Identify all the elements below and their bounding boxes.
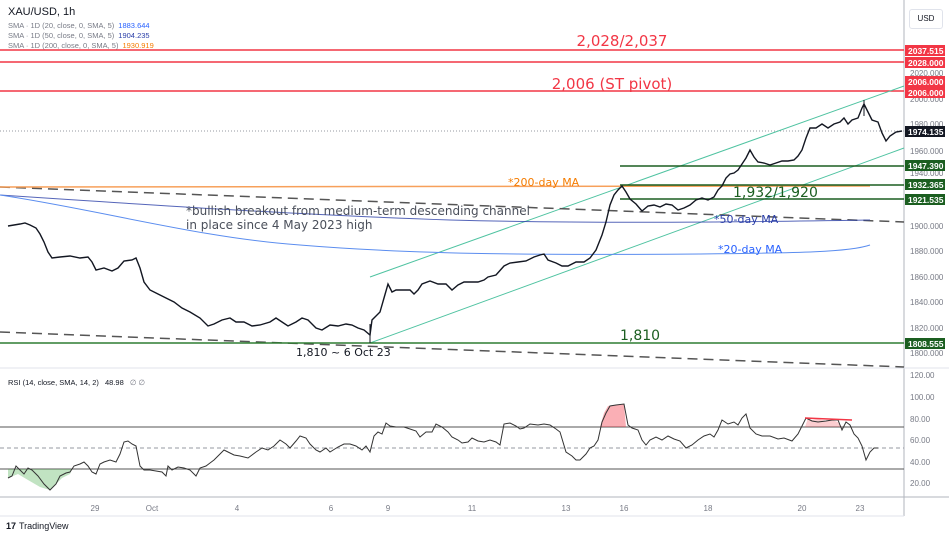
svg-text:1974.135: 1974.135 — [908, 127, 944, 137]
svg-text:11: 11 — [468, 504, 477, 513]
sma20-label: SMA · 1D (20, close, 0, SMA, 5) — [8, 21, 115, 30]
low-annotation: 1,810 ~ 6 Oct 23 — [296, 346, 391, 359]
rsi-legend[interactable]: RSI (14, close, SMA, 14, 2) 48.98 ∅ ∅ — [8, 378, 145, 387]
svg-text:4: 4 — [235, 504, 240, 513]
breakout-annotation-line2: in place since 4 May 2023 high — [186, 218, 372, 232]
svg-text:80.00: 80.00 — [910, 415, 931, 424]
pivot-label: 2,006 (ST pivot) — [552, 75, 673, 93]
svg-text:20: 20 — [798, 504, 807, 513]
svg-text:2028.000: 2028.000 — [908, 58, 944, 68]
ma50-line[interactable] — [0, 194, 871, 223]
svg-text:20.00: 20.00 — [910, 479, 931, 488]
sma50-label: SMA · 1D (50, close, 0, SMA, 5) — [8, 31, 115, 40]
legend-sma20[interactable]: SMA · 1D (20, close, 0, SMA, 5) 1883.644 — [8, 21, 154, 31]
legend-sma50[interactable]: SMA · 1D (50, close, 0, SMA, 5) 1904.235 — [8, 31, 154, 41]
svg-text:23: 23 — [856, 504, 865, 513]
svg-text:1940.000: 1940.000 — [910, 169, 944, 178]
tag-last-price — [905, 126, 945, 137]
svg-text:1880.000: 1880.000 — [910, 247, 944, 256]
rsi-axis-ticks[interactable]: 120.00 100.00 80.00 60.00 40.00 20.00 — [910, 371, 935, 488]
svg-text:100.00: 100.00 — [910, 393, 935, 402]
price-tags: 2037.515 2028.000 2006.000 2006.000 1974… — [905, 45, 945, 349]
price-axis-ticks[interactable]: 2020.000 2000.000 1980.000 1960.000 1940… — [910, 69, 944, 358]
svg-text:1960.000: 1960.000 — [910, 147, 944, 156]
svg-text:18: 18 — [704, 504, 713, 513]
svg-text:1947.390: 1947.390 — [908, 161, 944, 171]
sma200-value: 1930.919 — [122, 41, 154, 50]
tag-1947 — [905, 160, 945, 171]
rsi-overbought-fill — [600, 404, 626, 427]
svg-text:1820.000: 1820.000 — [910, 324, 944, 333]
descending-channel-upper[interactable] — [0, 186, 905, 223]
support-zone-label: 1,932/1,920 — [733, 185, 818, 201]
svg-text:1900.000: 1900.000 — [910, 222, 944, 231]
ascending-channel-upper[interactable] — [369, 85, 905, 278]
tag-1932 — [905, 179, 945, 190]
svg-text:1808.555: 1808.555 — [908, 339, 944, 349]
svg-text:Oct: Oct — [146, 504, 159, 513]
svg-text:1840.000: 1840.000 — [910, 298, 944, 307]
tag-2006b — [905, 87, 945, 98]
brand-label: TradingView — [19, 521, 69, 531]
tag-2037 — [905, 45, 945, 56]
ma200-line[interactable] — [0, 185, 871, 188]
sma50-value: 1904.235 — [118, 31, 150, 40]
svg-text:2006.000: 2006.000 — [908, 88, 944, 98]
tradingview-brand[interactable]: 17 TradingView — [6, 521, 69, 531]
time-axis[interactable]: 29 Oct 4 6 9 11 13 16 18 20 23 — [91, 504, 865, 513]
svg-text:2020.000: 2020.000 — [910, 69, 944, 78]
svg-text:1860.000: 1860.000 — [910, 273, 944, 282]
ma200-label: *200-day MA — [508, 176, 580, 189]
svg-text:2006.000: 2006.000 — [908, 77, 944, 87]
svg-text:2037.515: 2037.515 — [908, 46, 944, 56]
tag-2006a — [905, 76, 945, 87]
rsi-oversold-fill — [8, 469, 72, 490]
tag-1808 — [905, 338, 945, 349]
ascending-channel-lower[interactable] — [369, 147, 905, 344]
tradingview-logo-icon: 17 — [6, 521, 17, 531]
breakout-annotation-line1: *bullish breakout from medium-term desce… — [186, 204, 530, 218]
svg-text:1932.365: 1932.365 — [908, 180, 944, 190]
svg-text:40.00: 40.00 — [910, 458, 931, 467]
svg-text:29: 29 — [91, 504, 100, 513]
ma20-line[interactable] — [0, 194, 871, 255]
svg-text:1800.000: 1800.000 — [910, 349, 944, 358]
ma50-label: *50-day MA — [714, 213, 779, 226]
rsi-line[interactable] — [7, 403, 878, 491]
tag-1921 — [905, 194, 945, 205]
tag-2028 — [905, 57, 945, 68]
svg-text:6: 6 — [329, 504, 334, 513]
legend-sma200[interactable]: SMA · 1D (200, close, 0, SMA, 5) 1930.919 — [8, 41, 154, 51]
symbol-title: XAU/USD, 1h — [8, 6, 76, 18]
sma20-value: 1883.644 — [118, 21, 150, 30]
chart-legend: XAU/USD, 1h SMA · 1D (20, close, 0, SMA,… — [8, 6, 154, 51]
support-1810-label: 1,810 — [620, 328, 660, 344]
price-series[interactable] — [7, 102, 903, 337]
svg-text:1921.535: 1921.535 — [908, 195, 944, 205]
sma200-label: SMA · 1D (200, close, 0, SMA, 5) — [8, 41, 119, 50]
svg-text:2000.000: 2000.000 — [910, 95, 944, 104]
descending-channel-lower[interactable] — [0, 331, 905, 368]
currency-button[interactable]: USD — [909, 9, 943, 29]
rsi-bearish-divergence-line[interactable] — [804, 417, 853, 421]
rsi-value: 48.98 — [104, 378, 124, 387]
svg-text:9: 9 — [386, 504, 391, 513]
svg-text:120.00: 120.00 — [910, 371, 935, 380]
rsi-extra: ∅ ∅ — [129, 378, 145, 387]
svg-text:60.00: 60.00 — [910, 436, 931, 445]
svg-text:16: 16 — [620, 504, 629, 513]
rsi-label: RSI (14, close, SMA, 14, 2) — [8, 378, 99, 387]
svg-text:1980.000: 1980.000 — [910, 120, 944, 129]
svg-text:13: 13 — [562, 504, 571, 513]
ma20-label: *20-day MA — [718, 243, 783, 256]
resistance-label: 2,028/2,037 — [577, 32, 668, 50]
